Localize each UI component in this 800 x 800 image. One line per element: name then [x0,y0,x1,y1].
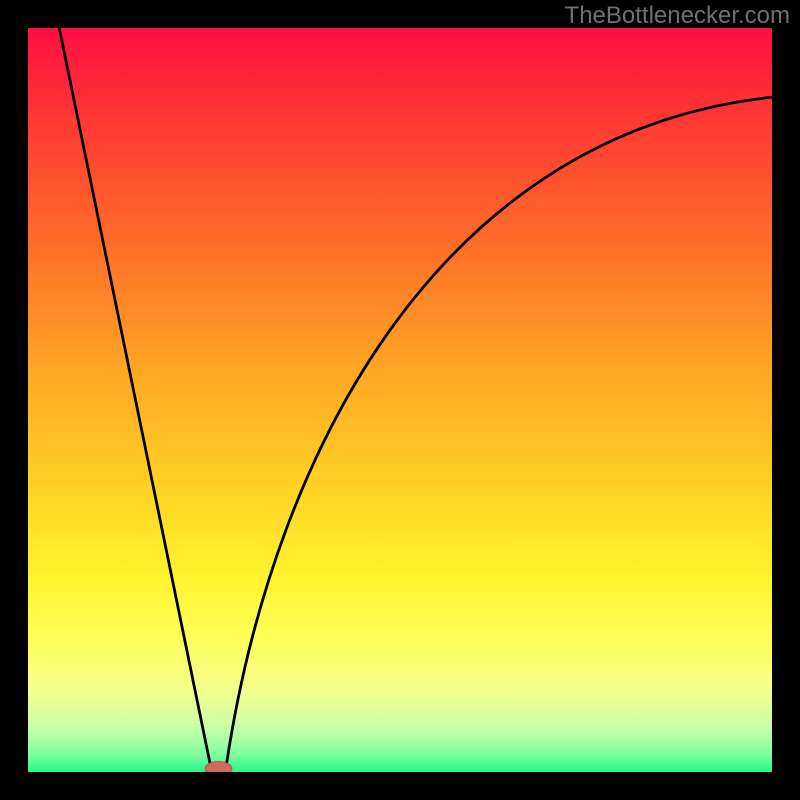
bottleneck-marker [205,762,232,772]
chart-frame: TheBottlenecker.com [0,0,800,800]
chart-svg [28,28,772,772]
plot-area [28,28,772,772]
watermark-text: TheBottlenecker.com [565,2,790,30]
gradient-background [28,28,772,772]
